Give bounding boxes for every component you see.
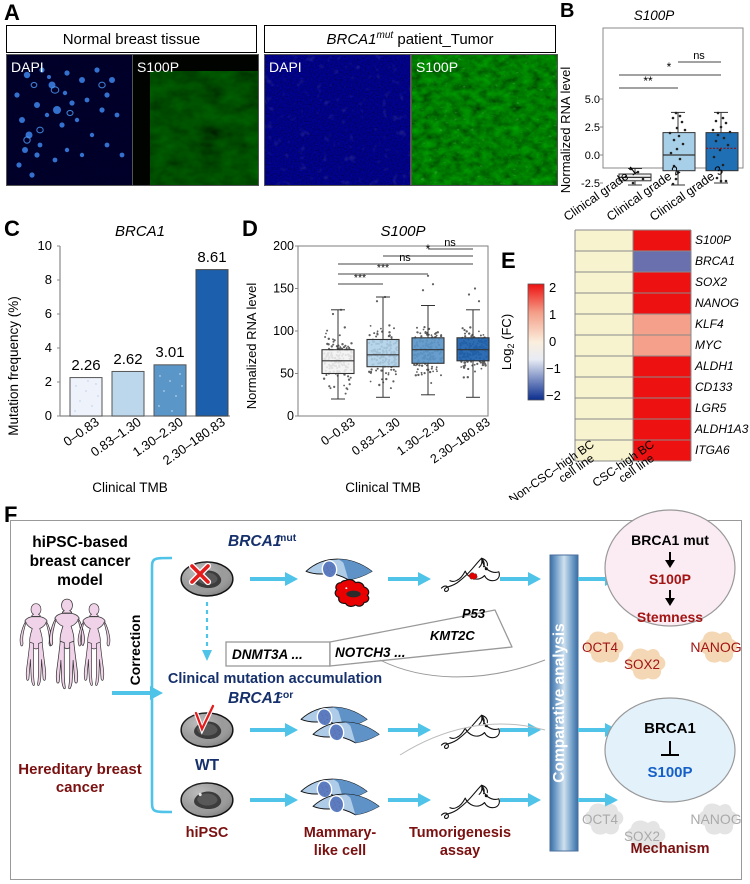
svg-text:hiPSC-based: hiPSC-based — [32, 534, 128, 551]
svg-text:Log2 (FC): Log2 (FC) — [499, 314, 516, 370]
svg-text:Comparative analysis: Comparative analysis — [551, 623, 568, 782]
svg-text:Normalized RNA level: Normalized RNA level — [244, 283, 259, 410]
svg-text:**: ** — [643, 74, 653, 88]
svg-text:BRCA1: BRCA1 — [228, 690, 281, 707]
svg-text:Tumorigenesis: Tumorigenesis — [409, 825, 511, 841]
svg-text:breast cancer: breast cancer — [30, 553, 131, 570]
svg-text:Mammary-: Mammary- — [304, 825, 377, 841]
svg-text:SOX2: SOX2 — [695, 275, 727, 289]
svg-text:KMT2C: KMT2C — [430, 628, 475, 643]
svg-text:ns: ns — [444, 237, 456, 249]
svg-text:ALDH1: ALDH1 — [694, 359, 734, 373]
svg-text:50: 50 — [280, 367, 294, 381]
svg-text:OCT4: OCT4 — [582, 640, 618, 655]
svg-text:8.61: 8.61 — [197, 249, 226, 266]
svg-text:1: 1 — [549, 307, 556, 322]
svg-text:Correction: Correction — [127, 615, 143, 686]
svg-text:S100P: S100P — [634, 8, 675, 23]
svg-text:ns: ns — [693, 50, 705, 62]
svg-text:4: 4 — [45, 340, 52, 355]
svg-text:Clinical mutation accumulation: Clinical mutation accumulation — [168, 671, 382, 687]
svg-text:model: model — [57, 572, 103, 589]
svg-text:Mechanism: Mechanism — [631, 841, 710, 857]
svg-text:BRCA1: BRCA1 — [228, 533, 281, 550]
svg-text:2: 2 — [45, 374, 52, 389]
svg-text:Clinical TMB: Clinical TMB — [92, 480, 168, 495]
svg-text:mut: mut — [277, 532, 297, 544]
svg-text:like cell: like cell — [314, 843, 366, 859]
svg-text:BRCA1 mut: BRCA1 mut — [631, 532, 709, 548]
svg-text:KLF4: KLF4 — [695, 317, 724, 331]
svg-text:Clinical TMB: Clinical TMB — [345, 480, 421, 495]
svg-text:6: 6 — [45, 306, 52, 321]
svg-text:100: 100 — [273, 324, 294, 338]
svg-text:assay: assay — [440, 843, 480, 859]
svg-text:2.5: 2.5 — [585, 122, 600, 134]
svg-text:CD133: CD133 — [695, 380, 733, 394]
svg-text:NANOG: NANOG — [690, 639, 741, 655]
svg-text:ITGA6: ITGA6 — [695, 443, 730, 457]
svg-text:cor: cor — [277, 689, 293, 701]
svg-text:Normalized RNA level: Normalized RNA level — [558, 67, 573, 194]
svg-text:0: 0 — [287, 409, 294, 423]
svg-text:BRCA1: BRCA1 — [644, 720, 696, 737]
svg-text:Clinical grade 2: Clinical grade 2 — [604, 163, 683, 224]
svg-text:cancer: cancer — [56, 779, 105, 796]
svg-text:Hereditary breast: Hereditary breast — [18, 761, 141, 778]
svg-text:Stemness: Stemness — [637, 609, 703, 625]
svg-text:DNMT3A ...: DNMT3A ... — [232, 647, 303, 662]
svg-text:3.01: 3.01 — [155, 344, 184, 361]
svg-text:8: 8 — [45, 272, 52, 287]
svg-text:NANOG: NANOG — [695, 296, 739, 310]
svg-text:2: 2 — [549, 280, 556, 295]
svg-text:0: 0 — [549, 334, 556, 349]
svg-text:−1: −1 — [546, 361, 561, 376]
svg-text:200: 200 — [273, 239, 294, 253]
svg-text:hiPSC: hiPSC — [186, 825, 229, 841]
svg-text:***: *** — [377, 262, 389, 274]
svg-text:P53: P53 — [462, 606, 486, 621]
svg-text:0.83–1.30: 0.83–1.30 — [349, 415, 403, 458]
svg-text:MYC: MYC — [695, 338, 722, 352]
svg-text:WT: WT — [195, 757, 220, 774]
svg-text:LGR5: LGR5 — [695, 401, 727, 415]
svg-text:5.0: 5.0 — [585, 94, 600, 106]
svg-text:150: 150 — [273, 282, 294, 296]
svg-text:2.62: 2.62 — [113, 351, 142, 368]
svg-text:Mutation frequency (%): Mutation frequency (%) — [6, 296, 21, 436]
svg-text:*: * — [426, 242, 431, 256]
svg-text:***: *** — [354, 272, 366, 284]
svg-text:ALDH1A3: ALDH1A3 — [694, 422, 749, 436]
svg-text:*: * — [667, 60, 672, 74]
svg-text:−2: −2 — [546, 388, 561, 403]
svg-text:S100P: S100P — [647, 764, 692, 781]
svg-text:10: 10 — [38, 238, 52, 253]
svg-text:NOTCH3 ...: NOTCH3 ... — [335, 645, 406, 660]
svg-text:0.0: 0.0 — [585, 150, 600, 162]
svg-text:ns: ns — [399, 252, 411, 264]
svg-text:NANOG: NANOG — [690, 811, 741, 827]
svg-text:S100P: S100P — [649, 571, 691, 587]
svg-text:S100P: S100P — [380, 223, 425, 240]
svg-text:0: 0 — [45, 408, 52, 423]
svg-text:OCT4: OCT4 — [582, 812, 618, 827]
svg-text:0–0.83: 0–0.83 — [318, 415, 357, 448]
svg-text:BRCA1: BRCA1 — [115, 223, 165, 240]
svg-text:2.26: 2.26 — [71, 357, 100, 374]
svg-text:SOX2: SOX2 — [624, 657, 660, 672]
svg-text:Clinical grade 3: Clinical grade 3 — [647, 163, 726, 224]
